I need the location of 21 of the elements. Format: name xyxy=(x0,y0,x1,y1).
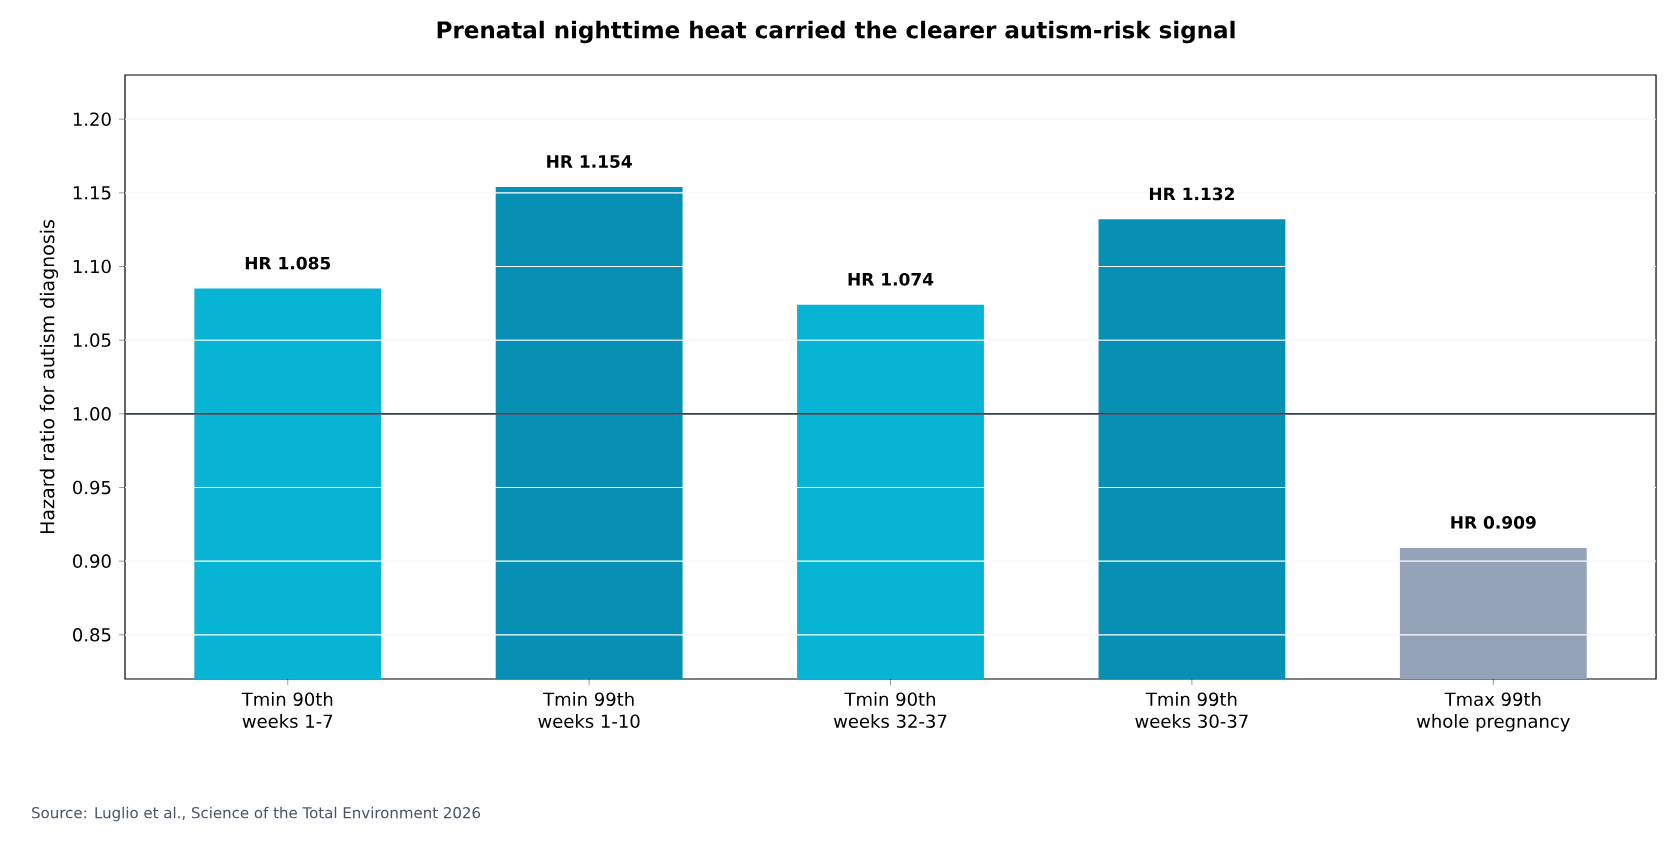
y-tick-label: 0.95 xyxy=(73,480,111,495)
x-tick-label: Tmin 99th weeks 30-37 xyxy=(1135,692,1248,728)
source-note: Source: Luglio et al., Science of the Total Environment 2026 xyxy=(32,806,481,822)
y-tick-label: 1.10 xyxy=(73,259,111,274)
data-label: HR 1.074 xyxy=(848,272,934,286)
x-tick-label: Tmin 99th weeks 1-10 xyxy=(538,692,640,728)
data-label: HR 1.154 xyxy=(547,155,632,168)
data-label: HR 1.132 xyxy=(1149,187,1234,201)
y-tick-label: 0.90 xyxy=(73,554,111,568)
y-tick-label: 1.05 xyxy=(73,333,111,347)
x-tick-label: Tmax 99th whole pregnancy xyxy=(1416,692,1570,732)
x-tick-label: Tmin 90th weeks 32-37 xyxy=(833,692,947,728)
data-label: HR 1.085 xyxy=(245,256,331,270)
x-tick-label: Tmin 90th weeks 1-7 xyxy=(241,692,333,728)
y-tick-label: 1.20 xyxy=(73,112,111,127)
y-tick-label: 1.00 xyxy=(73,407,111,421)
y-tick-label: 0.85 xyxy=(73,628,111,642)
data-label: HR 0.909 xyxy=(1451,515,1536,529)
chart-title: Prenatal nighttime heat carried the clearer autism-risk signal xyxy=(437,20,1235,44)
y-tick-label: 1.15 xyxy=(73,186,111,200)
y-axis-title: Hazard ratio for autism diagnosis xyxy=(39,220,59,534)
